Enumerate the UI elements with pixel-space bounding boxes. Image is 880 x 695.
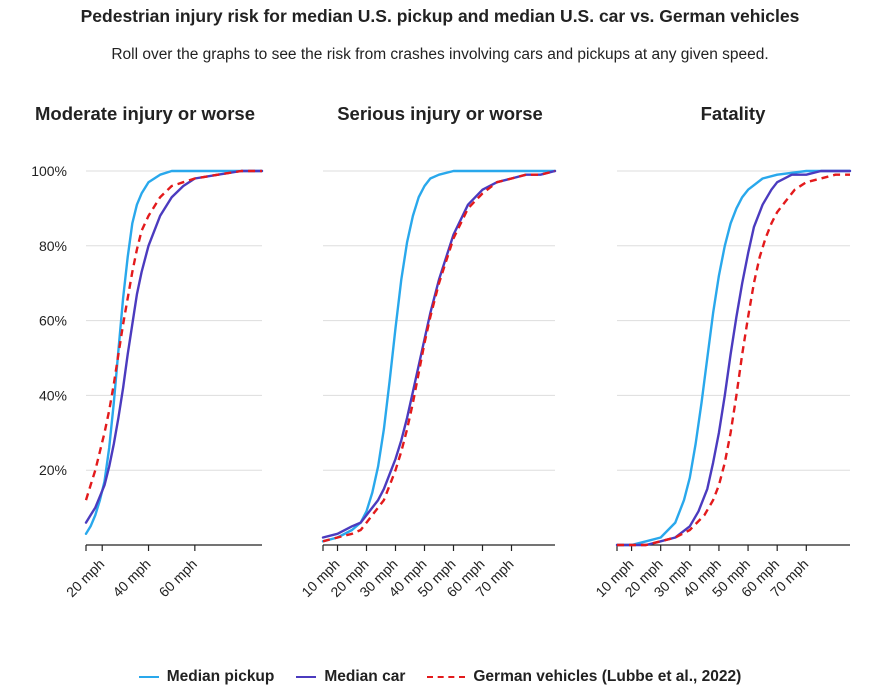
x-tick-label-1-40: 40 mph	[109, 556, 153, 600]
legend-item-pickup[interactable]: Median pickup	[138, 668, 275, 686]
chart-subtitle: Roll over the graphs to see the risk fro…	[111, 46, 769, 63]
chart-title: Pedestrian injury risk for median U.S. p…	[80, 6, 800, 26]
y-tick-label-40: 40%	[39, 387, 67, 403]
legend-label-german: German vehicles (Lubbe et al., 2022)	[473, 668, 742, 685]
series-line-pickup-2	[321, 169, 557, 543]
legend-label-pickup: Median pickup	[166, 668, 275, 685]
series-line-car-2	[321, 169, 557, 539]
legend-swatch-german	[427, 676, 466, 678]
series-line-pickup-3	[615, 169, 852, 547]
legend-swatch-car	[296, 676, 317, 678]
series-line-german-1	[84, 169, 262, 501]
legend-item-car[interactable]: Median car	[296, 668, 405, 686]
x-tick-label-1-60: 60 mph	[156, 556, 200, 600]
panel-title-1: Moderate injury or worse	[35, 103, 255, 124]
series-line-car-1	[84, 169, 264, 524]
y-tick-label-60: 60%	[39, 313, 67, 329]
legend-swatch-pickup	[138, 676, 159, 678]
series-line-pickup-1	[84, 169, 264, 535]
y-tick-label-20: 20%	[39, 462, 67, 478]
x-tick-label-1-20: 20 mph	[63, 556, 107, 600]
panel-title-3: Fatality	[701, 103, 766, 124]
legend-label-car: Median car	[324, 668, 406, 685]
series-line-german-3	[617, 173, 850, 547]
y-tick-label-80: 80%	[39, 238, 67, 254]
series-line-car-3	[615, 169, 852, 547]
series-line-german-2	[322, 169, 556, 543]
y-tick-label-100: 100%	[31, 163, 67, 179]
legend-item-german[interactable]: German vehicles (Lubbe et al., 2022)	[427, 668, 741, 686]
panel-title-2: Serious injury or worse	[337, 103, 543, 124]
legend: Median pickup Median car German vehicles…	[0, 668, 880, 686]
